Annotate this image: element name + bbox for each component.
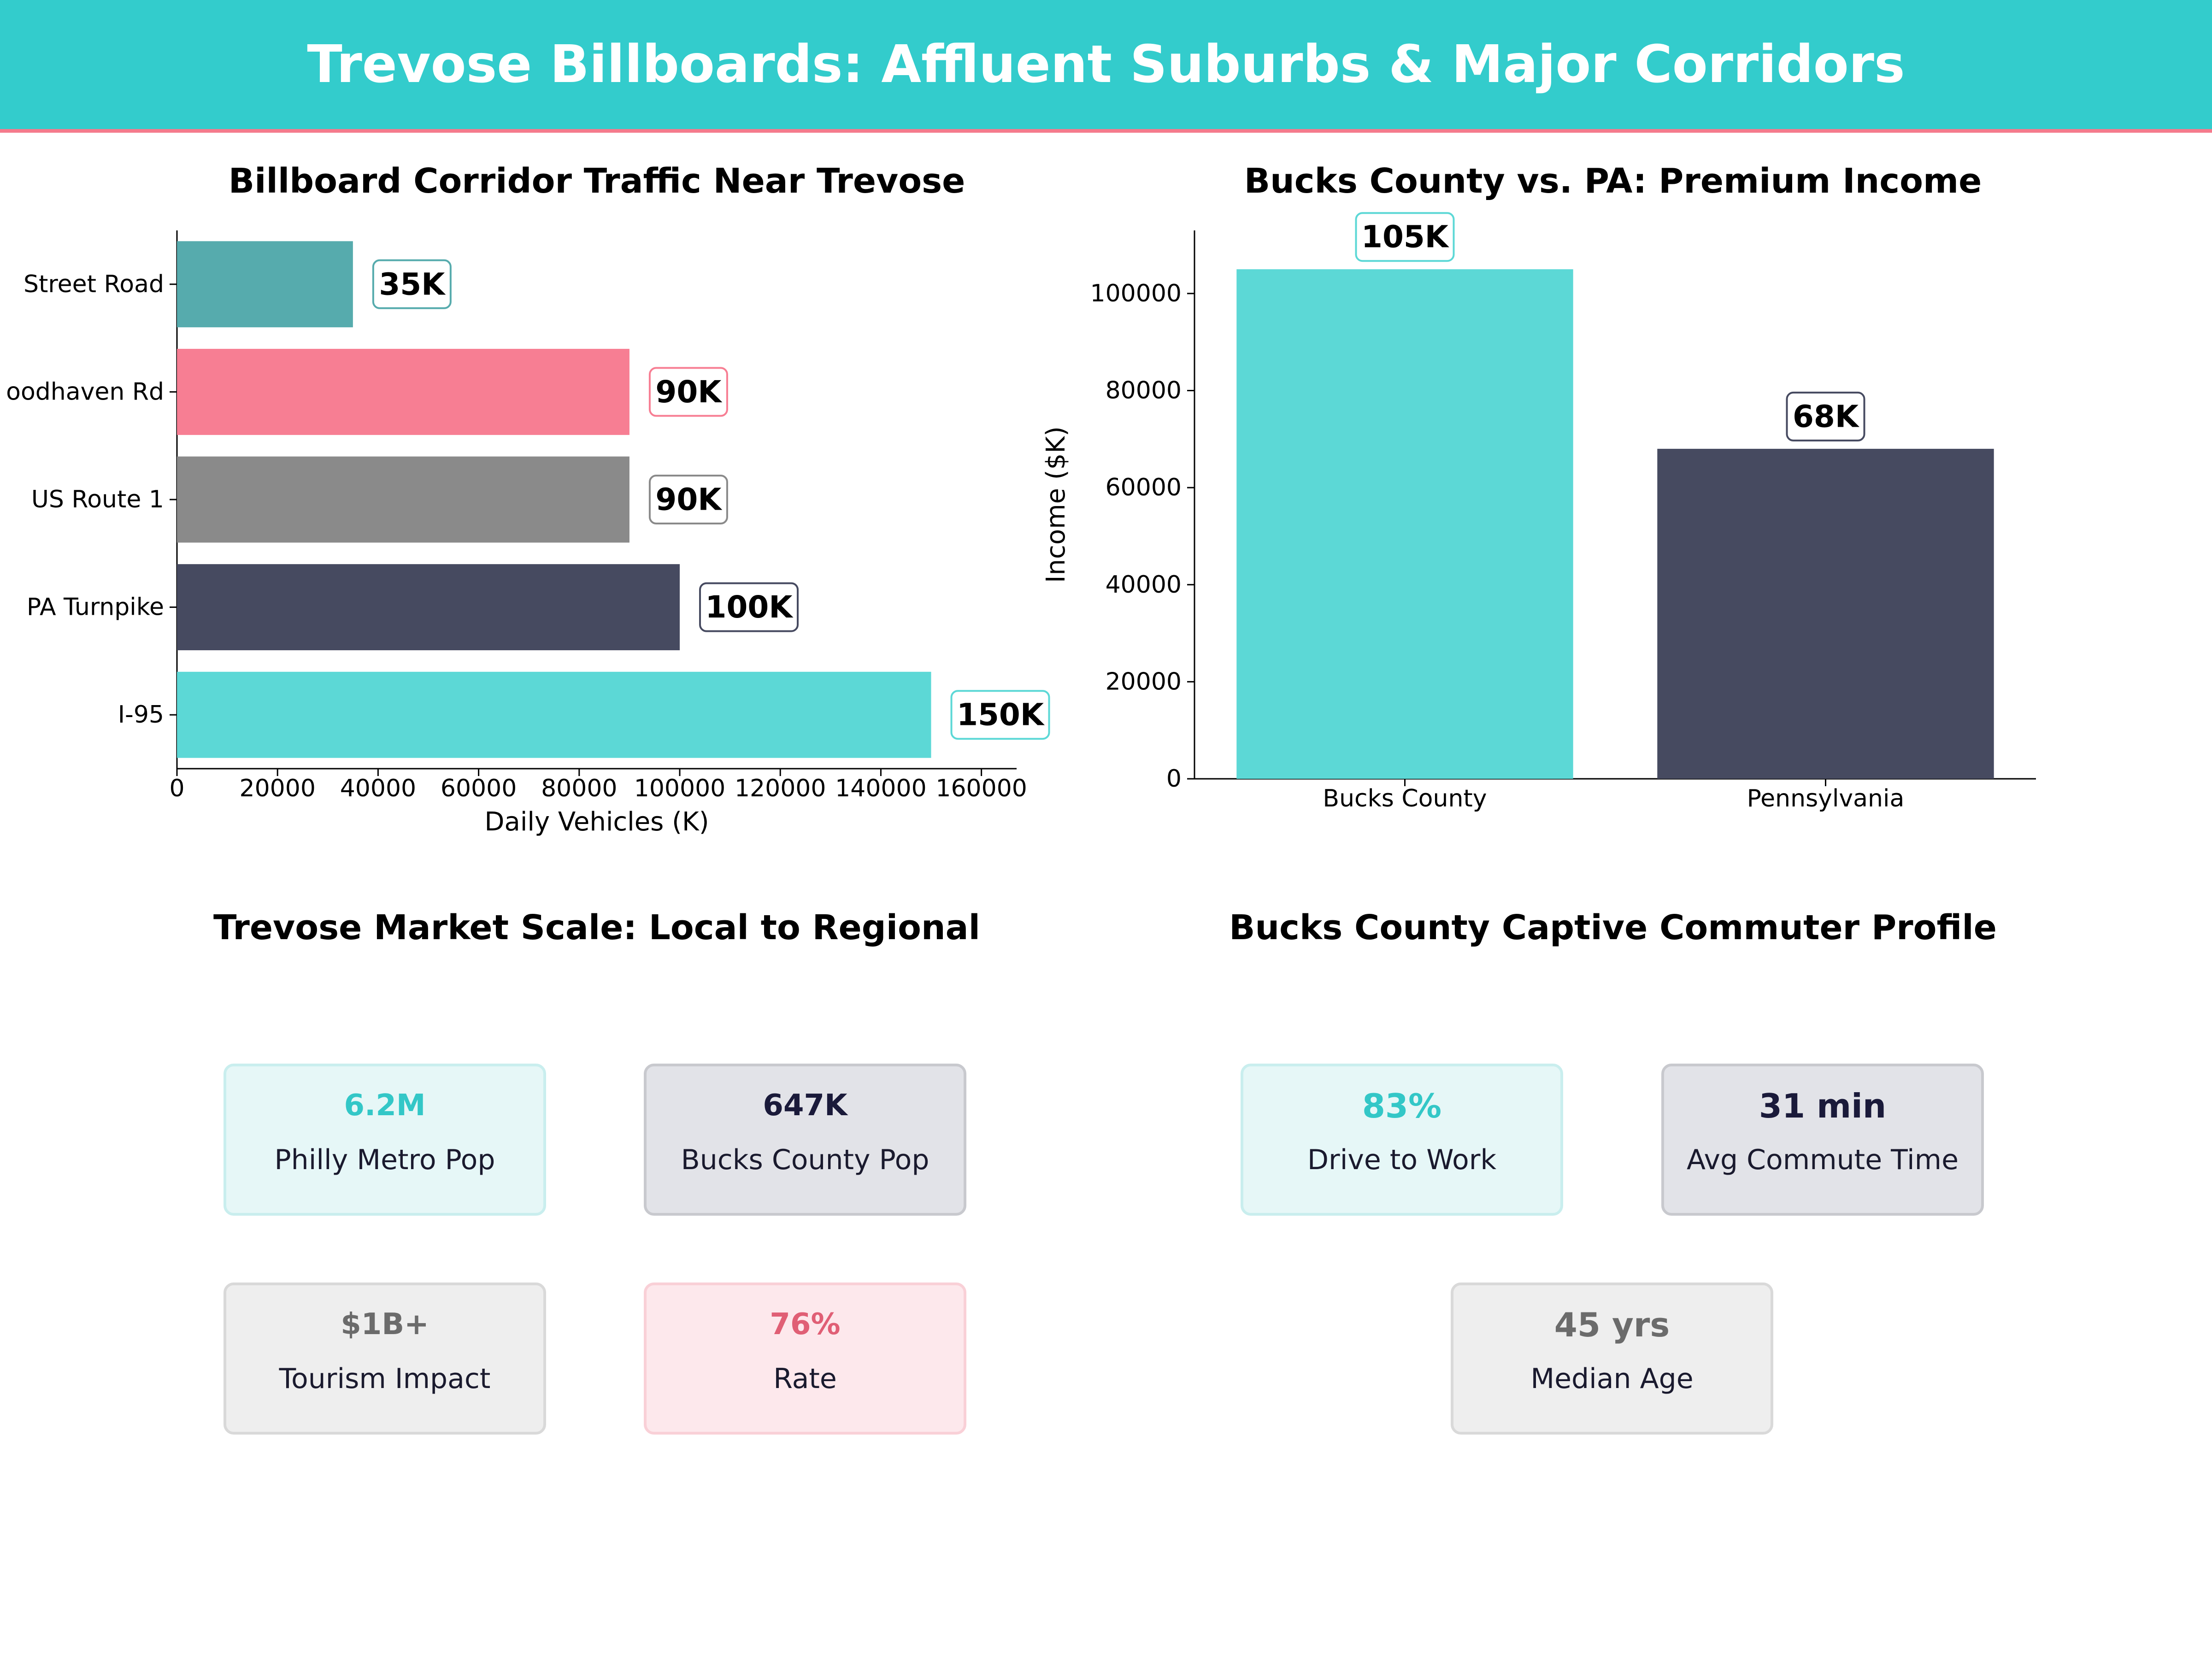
header-banner: Trevose Billboards: Affluent Suburbs & M… bbox=[0, 0, 2212, 133]
traffic-x-tick-label: 100000 bbox=[634, 775, 726, 802]
income-y-tick-label: 40000 bbox=[1106, 571, 1182, 599]
traffic-x-tick-label: 40000 bbox=[340, 775, 416, 802]
stat-value: 31 min bbox=[1759, 1087, 1887, 1125]
income-y-tick-label: 100000 bbox=[1090, 280, 1182, 307]
traffic-x-tick-label: 160000 bbox=[935, 775, 1027, 802]
page-title: Trevose Billboards: Affluent Suburbs & M… bbox=[307, 35, 1905, 94]
market-stat-card: $1B+ Tourism Impact bbox=[224, 1282, 546, 1435]
traffic-chart-title: Billboard Corridor Traffic Near Trevose bbox=[228, 161, 965, 201]
traffic-category-label: oodhaven Rd bbox=[6, 378, 164, 406]
income-bar bbox=[1657, 448, 1994, 779]
traffic-x-tick-label: 80000 bbox=[541, 775, 617, 802]
stat-value: 45 yrs bbox=[1554, 1306, 1670, 1344]
traffic-x-tick-label: 60000 bbox=[441, 775, 517, 802]
income-y-tick-label: 20000 bbox=[1106, 668, 1182, 695]
stat-label: Bucks County Pop bbox=[681, 1144, 930, 1176]
income-category-label: Bucks County bbox=[1323, 785, 1487, 812]
traffic-bar bbox=[177, 564, 680, 651]
traffic-x-tick-label: 140000 bbox=[835, 775, 927, 802]
stat-value: 83% bbox=[1362, 1087, 1442, 1125]
traffic-data-label: 90K bbox=[655, 482, 723, 518]
income-y-tick-label: 0 bbox=[1166, 765, 1182, 793]
traffic-data-label: 35K bbox=[379, 266, 446, 302]
commuter-stat-card: 83% Drive to Work bbox=[1241, 1064, 1563, 1216]
market-scale-title: Trevose Market Scale: Local to Regional bbox=[213, 908, 980, 947]
traffic-x-tick-label: 120000 bbox=[735, 775, 826, 802]
stat-value: $1B+ bbox=[341, 1307, 429, 1341]
income-data-label: 68K bbox=[1793, 399, 1860, 434]
traffic-category-label: US Route 1 bbox=[31, 486, 164, 513]
income-y-axis-label: Income ($K) bbox=[1041, 426, 1071, 583]
traffic-bar bbox=[177, 241, 353, 328]
stat-label: Philly Metro Pop bbox=[274, 1144, 495, 1176]
traffic-data-label-box bbox=[648, 367, 728, 417]
income-data-label-box bbox=[1355, 212, 1455, 262]
stat-label: Avg Commute Time bbox=[1686, 1144, 1959, 1176]
traffic-x-tick-label: 0 bbox=[169, 775, 184, 802]
traffic-category-label: I-95 bbox=[118, 701, 164, 729]
income-data-label-box bbox=[1786, 391, 1865, 441]
traffic-data-label-box bbox=[699, 582, 799, 632]
traffic-category-label: PA Turnpike bbox=[27, 594, 164, 621]
income-y-tick-label: 60000 bbox=[1106, 474, 1182, 501]
traffic-bar bbox=[177, 671, 931, 758]
stat-value: 76% bbox=[770, 1307, 841, 1341]
income-chart-title: Bucks County vs. PA: Premium Income bbox=[1244, 161, 1982, 201]
stat-label: Tourism Impact bbox=[279, 1363, 491, 1395]
income-y-tick-label: 80000 bbox=[1106, 377, 1182, 405]
traffic-data-label-box bbox=[648, 475, 728, 524]
income-bar bbox=[1236, 269, 1573, 779]
commuter-profile-title: Bucks County Captive Commuter Profile bbox=[1229, 908, 1997, 947]
traffic-data-label-box bbox=[950, 690, 1050, 740]
traffic-category-label: Street Road bbox=[24, 271, 164, 298]
stat-label: Median Age bbox=[1530, 1363, 1694, 1395]
income-category-label: Pennsylvania bbox=[1747, 785, 1905, 812]
traffic-x-tick-label: 20000 bbox=[239, 775, 315, 802]
market-stat-card: 6.2M Philly Metro Pop bbox=[224, 1064, 546, 1216]
market-stat-card: 647K Bucks County Pop bbox=[644, 1064, 966, 1216]
stat-label: Drive to Work bbox=[1307, 1144, 1497, 1176]
traffic-x-axis-label: Daily Vehicles (K) bbox=[484, 807, 709, 837]
stat-label: Rate bbox=[773, 1363, 837, 1395]
traffic-data-label: 150K bbox=[957, 697, 1045, 733]
traffic-bar bbox=[177, 456, 629, 543]
stat-value: 6.2M bbox=[344, 1088, 426, 1123]
traffic-bar bbox=[177, 348, 629, 435]
commuter-stat-card: 45 yrs Median Age bbox=[1451, 1282, 1773, 1435]
traffic-data-label: 90K bbox=[655, 374, 723, 410]
commuter-stat-card: 31 min Avg Commute Time bbox=[1661, 1064, 1984, 1216]
traffic-data-label: 100K bbox=[706, 589, 794, 625]
traffic-data-label-box bbox=[372, 259, 452, 309]
market-stat-card: 76% Rate bbox=[644, 1282, 966, 1435]
stat-value: 647K bbox=[763, 1088, 847, 1123]
income-data-label: 105K bbox=[1361, 219, 1450, 255]
